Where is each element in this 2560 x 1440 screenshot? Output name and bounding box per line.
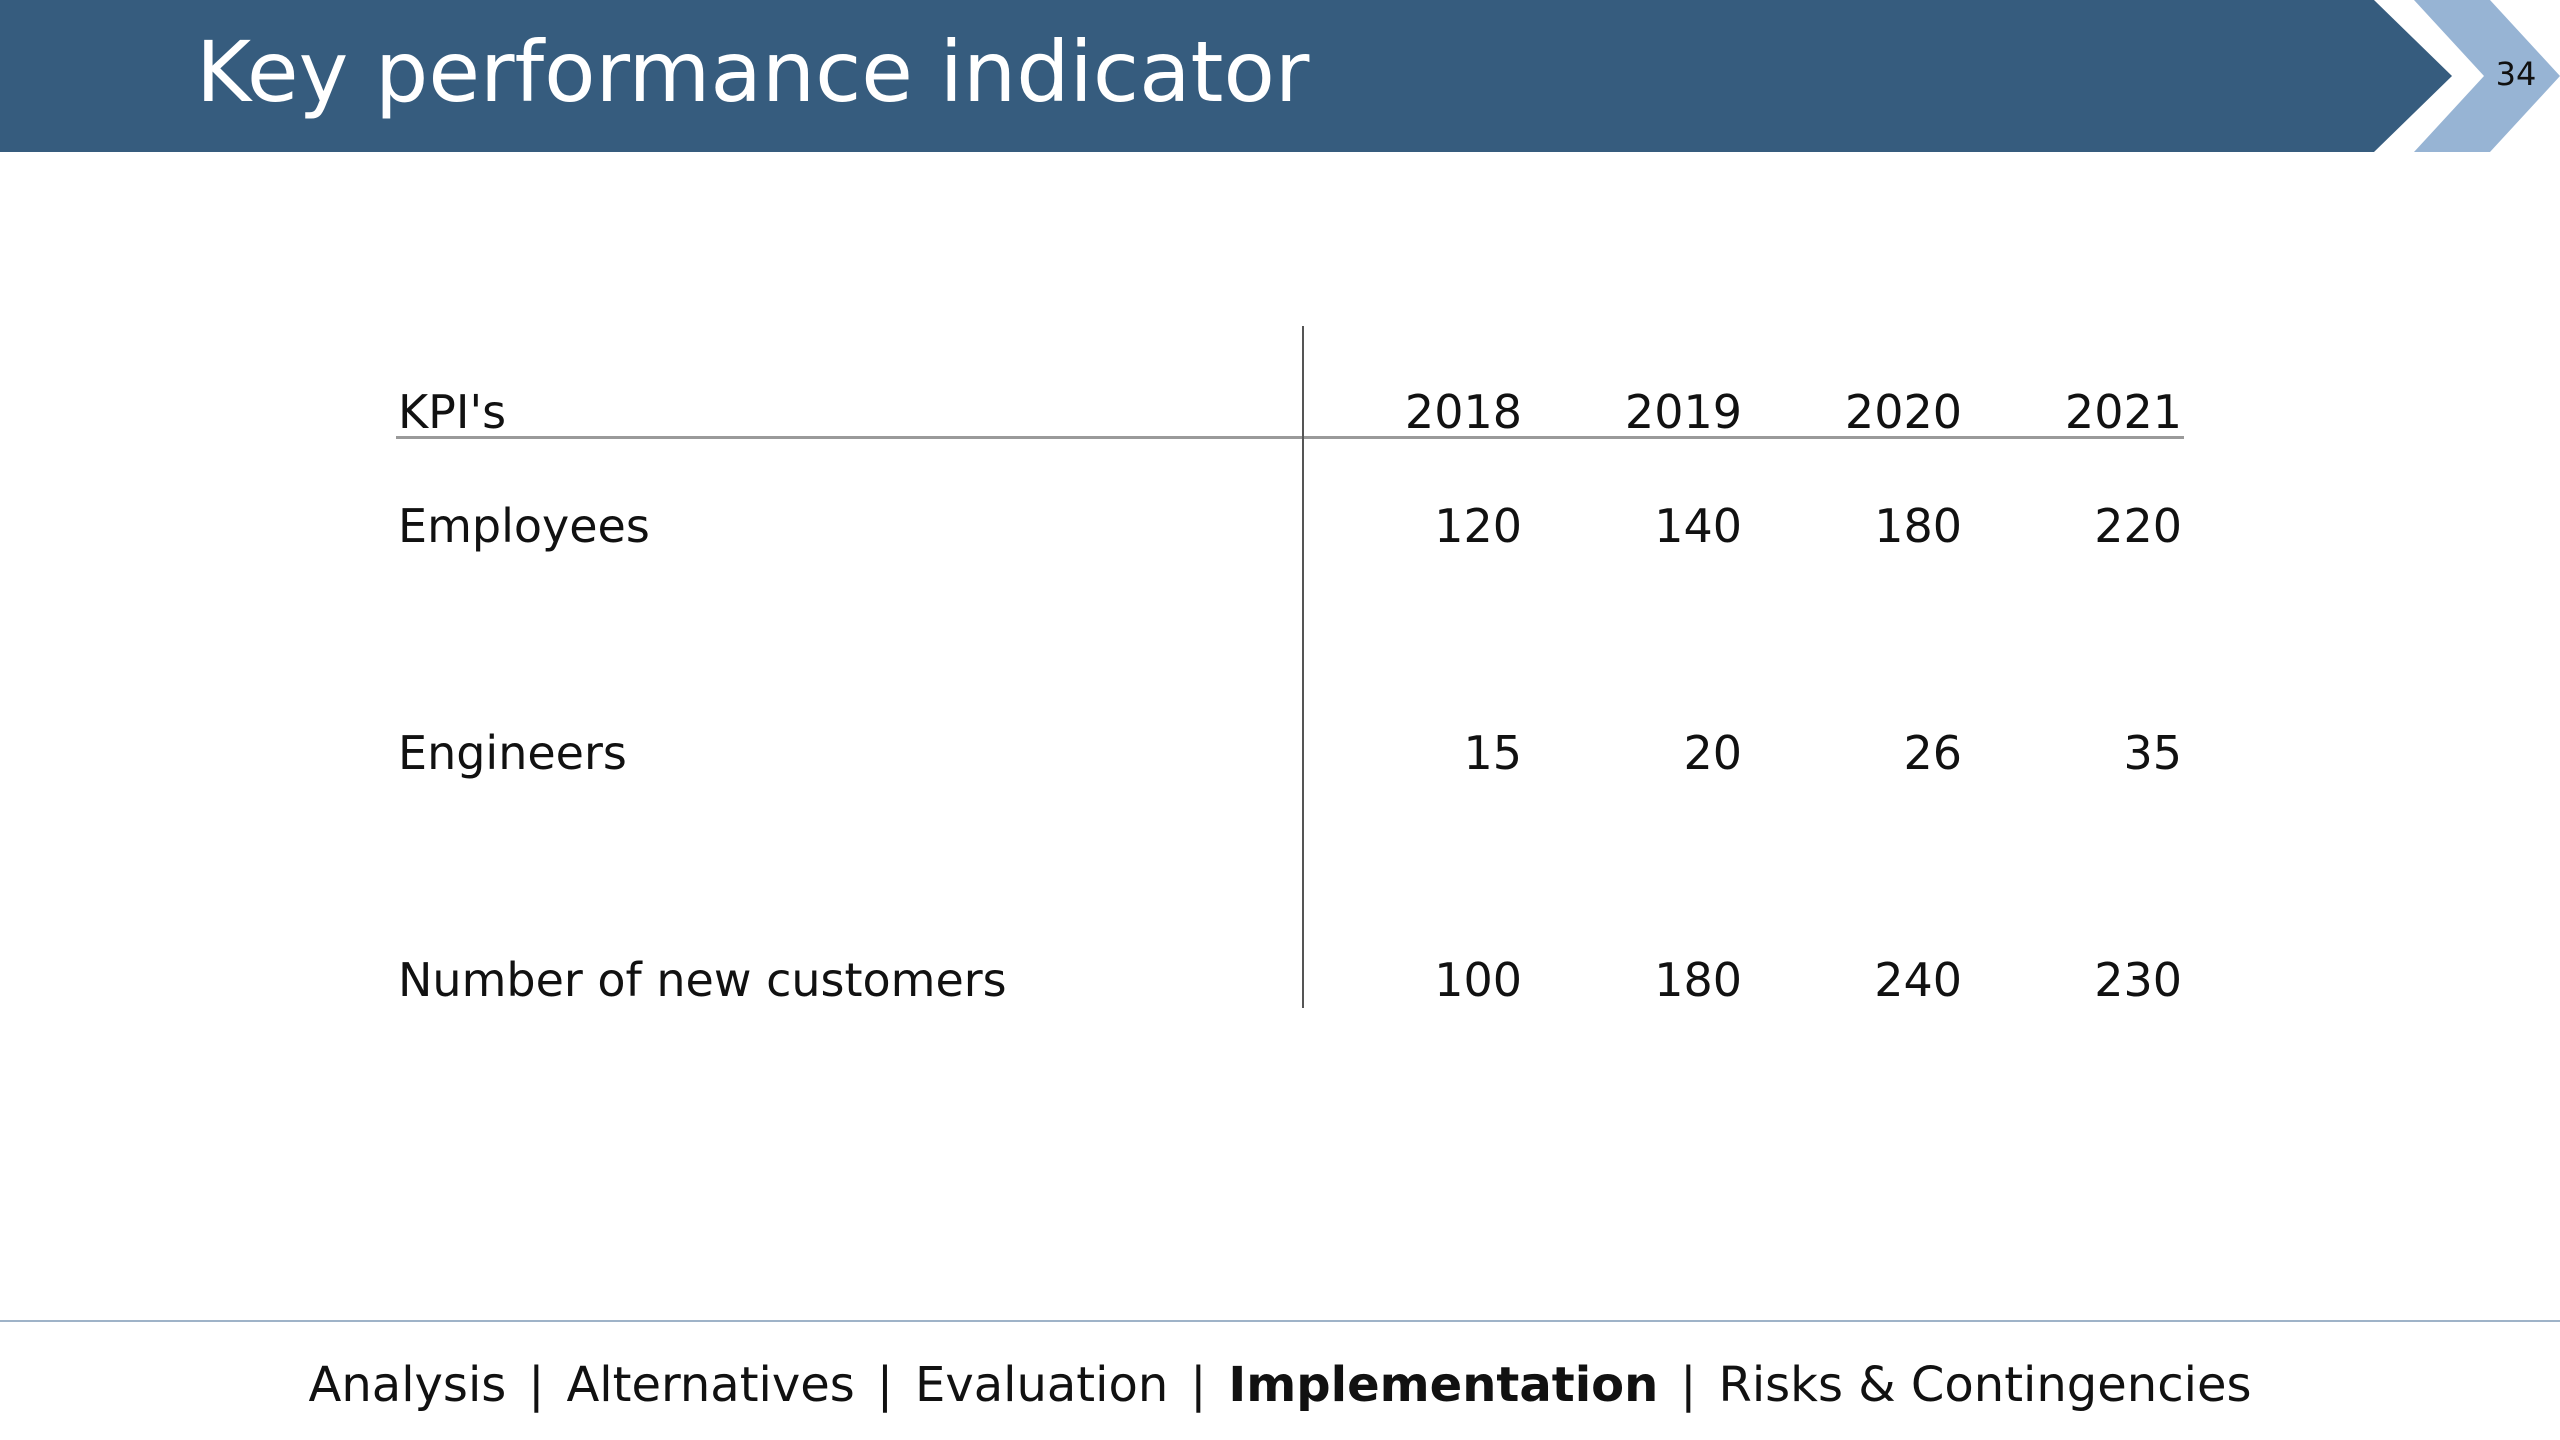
nav-separator: |	[1190, 1357, 1207, 1413]
nav-item-risks-contingencies[interactable]: Risks & Contingencies	[1718, 1357, 2252, 1413]
table-cell: 180	[1654, 953, 1742, 1007]
table-cell: 120	[1434, 499, 1522, 553]
table-cell: 220	[2094, 499, 2182, 553]
column-divider	[1302, 326, 1304, 1008]
row-label: Engineers	[398, 726, 627, 780]
footer-rule	[0, 1320, 2560, 1322]
table-cell: 230	[2094, 953, 2182, 1007]
year-header-2021: 2021	[2064, 385, 2182, 439]
year-header-2019: 2019	[1624, 385, 1742, 439]
section-nav: Analysis | Alternatives | Evaluation | Impleme…	[0, 1350, 2560, 1420]
slide-number: 34	[2495, 55, 2537, 93]
nav-separator: |	[528, 1357, 545, 1413]
nav-separator: |	[1680, 1357, 1697, 1413]
year-header-2020: 2020	[1844, 385, 1962, 439]
table-cell: 26	[1903, 726, 1962, 780]
page-chevron-shape	[2414, 0, 2560, 152]
year-header-2018: 2018	[1404, 385, 1522, 439]
header-rule	[396, 436, 2184, 439]
row-label: Number of new customers	[398, 953, 1007, 1007]
table-cell: 140	[1654, 499, 1742, 553]
table-cell: 35	[2123, 726, 2182, 780]
nav-item-implementation[interactable]: Implementation	[1228, 1357, 1659, 1413]
nav-separator: |	[876, 1357, 893, 1413]
table-cell: 15	[1463, 726, 1522, 780]
table-cell: 240	[1874, 953, 1962, 1007]
slide-title: Key performance indicator	[196, 23, 1310, 121]
nav-item-alternatives[interactable]: Alternatives	[566, 1357, 855, 1413]
kpi-table: KPI's 2018 2019 2020 2021 Employees 120 …	[396, 326, 2184, 1008]
kpi-header-label: KPI's	[398, 385, 507, 439]
table-cell: 20	[1683, 726, 1742, 780]
row-label: Employees	[398, 499, 650, 553]
title-arrow-shape	[0, 0, 2452, 152]
nav-item-evaluation[interactable]: Evaluation	[914, 1357, 1169, 1413]
table-cell: 180	[1874, 499, 1962, 553]
nav-item-analysis[interactable]: Analysis	[308, 1357, 507, 1413]
banner-shape	[0, 0, 2560, 152]
title-banner: Key performance indicator 34	[0, 0, 2560, 152]
table-cell: 100	[1434, 953, 1522, 1007]
